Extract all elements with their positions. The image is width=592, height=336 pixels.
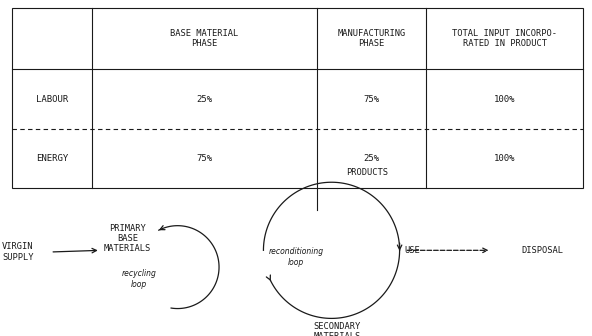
Text: 100%: 100% (494, 154, 516, 163)
Text: DISPOSAL: DISPOSAL (521, 246, 563, 255)
Text: 75%: 75% (196, 154, 213, 163)
Text: 25%: 25% (363, 154, 379, 163)
Text: 75%: 75% (363, 95, 379, 103)
Text: SECONDARY
MATERIALS: SECONDARY MATERIALS (314, 322, 361, 336)
Text: BASE MATERIAL
PHASE: BASE MATERIAL PHASE (170, 29, 239, 48)
Text: MANUFACTURING
PHASE: MANUFACTURING PHASE (337, 29, 406, 48)
Text: TOTAL INPUT INCORPO-
RATED IN PRODUCT: TOTAL INPUT INCORPO- RATED IN PRODUCT (452, 29, 557, 48)
Text: ENERGY: ENERGY (36, 154, 68, 163)
Bar (12, 8, 583, 188)
Text: 100%: 100% (494, 95, 516, 103)
Text: 25%: 25% (196, 95, 213, 103)
Text: VIRGIN
SUPPLY: VIRGIN SUPPLY (2, 242, 34, 262)
Text: PRIMARY
BASE
MATERIALS: PRIMARY BASE MATERIALS (104, 224, 151, 253)
Text: reconditioning
loop: reconditioning loop (268, 247, 324, 267)
Text: recycling
loop: recycling loop (122, 269, 156, 289)
Text: USE: USE (404, 246, 420, 255)
Text: LABOUR: LABOUR (36, 95, 68, 103)
Text: PRODUCTS: PRODUCTS (346, 168, 388, 177)
